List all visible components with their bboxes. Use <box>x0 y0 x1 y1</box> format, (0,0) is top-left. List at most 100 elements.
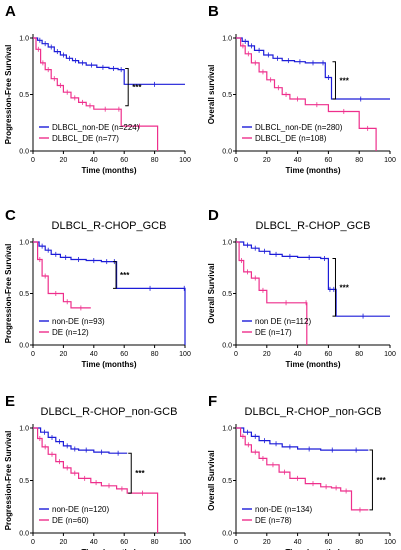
x-tick-label: 0 <box>234 351 238 358</box>
survival-curve-non-de <box>236 427 369 451</box>
legend-label: DE (n=60) <box>52 516 89 525</box>
y-axis-label: Progression-Free Survival <box>4 45 13 145</box>
x-tick-label: 80 <box>151 351 159 358</box>
x-axis-label: Time (months) <box>286 548 341 550</box>
panel-label: B <box>208 3 219 20</box>
y-axis-label: Overall survival <box>207 65 216 125</box>
y-axis-label: Overall Survival <box>207 263 216 323</box>
x-tick-label: 40 <box>90 157 98 164</box>
panel-f: F DLBCL_R-CHOP_non-GCB 0.0 0.5 1.0 0 20 40 60 80 1… <box>207 393 396 550</box>
panel-b: B 0.0 0.5 1.0 0 20 40 60 80 100 Time (months) Overa… <box>207 3 396 175</box>
panel-a: A 0.0 0.5 1.0 0 20 40 60 80 100 Time (months) Progr… <box>4 3 191 175</box>
x-tick-label: 20 <box>263 351 271 358</box>
significance-bracket <box>332 61 336 100</box>
significance-bracket <box>128 452 132 494</box>
panel-label: A <box>5 3 16 20</box>
chart-title: DLBCL_R-CHOP_non-GCB <box>245 406 382 418</box>
x-tick-label: 40 <box>294 157 302 164</box>
x-axis-label: Time (months) <box>286 166 341 175</box>
x-tick-label: 80 <box>151 157 159 164</box>
x-tick-label: 0 <box>31 539 35 546</box>
legend-label: DE (n=17) <box>255 328 292 337</box>
x-tick-label: 0 <box>31 157 35 164</box>
x-tick-label: 20 <box>263 539 271 546</box>
chart-title: DLBCL_R-CHOP_GCB <box>256 220 371 232</box>
x-tick-label: 100 <box>179 539 191 546</box>
survival-curve-non-de <box>236 241 390 317</box>
legend-label: non-DE (n=120) <box>52 505 109 514</box>
panel-label: D <box>208 207 219 224</box>
y-axis-label: Progression-Free Survival <box>4 431 13 531</box>
y-tick-label: 1.0 <box>222 36 232 43</box>
x-tick-label: 20 <box>60 539 68 546</box>
survival-curve-de <box>236 427 369 511</box>
significance-bracket <box>125 68 129 107</box>
panel-e: E DLBCL_R-CHOP_non-GCB 0.0 0.5 1.0 0 20 40 60 80 1… <box>4 393 191 550</box>
x-tick-label: 100 <box>384 539 396 546</box>
x-tick-label: 100 <box>384 351 396 358</box>
panel-label: F <box>208 393 217 410</box>
y-tick-label: 0.0 <box>222 531 232 538</box>
y-tick-label: 1.0 <box>19 240 29 247</box>
legend-label: DLBCL_DE (n=108) <box>255 134 327 143</box>
x-axis-label: Time (months) <box>82 548 137 550</box>
legend-label: non DE (n=112) <box>255 317 311 326</box>
y-tick-label: 0.0 <box>222 149 232 156</box>
x-tick-label: 40 <box>294 539 302 546</box>
x-tick-label: 0 <box>234 539 238 546</box>
y-tick-label: 0.5 <box>222 291 232 298</box>
y-tick-label: 1.0 <box>19 426 29 433</box>
legend-label: non-DE (n=134) <box>255 505 312 514</box>
significance-label: *** <box>376 476 386 485</box>
panel-label: E <box>5 393 15 410</box>
chart-title: DLBCL_R-CHOP_non-GCB <box>41 406 178 418</box>
legend-label: DLBCL_DE (n=77) <box>52 134 119 143</box>
legend-label: DE (n=12) <box>52 328 89 337</box>
y-tick-label: 0.0 <box>19 343 29 350</box>
legend-label: DLBCL_non-DE (n=224) <box>52 123 140 132</box>
y-tick-label: 0.5 <box>222 92 232 99</box>
significance-bracket <box>332 257 336 317</box>
legend-label: non-DE (n=93) <box>52 317 105 326</box>
y-tick-label: 0.5 <box>222 478 232 485</box>
x-tick-label: 20 <box>263 157 271 164</box>
x-tick-label: 100 <box>384 157 396 164</box>
significance-label: *** <box>339 283 349 292</box>
significance-bracket <box>369 449 373 511</box>
legend-label: DE (n=78) <box>255 516 292 525</box>
x-axis-label: Time (months) <box>82 166 137 175</box>
panel-c: C DLBCL_R-CHOP_GCB 0.0 0.5 1.0 0 20 40 60 80 100 Ti… <box>4 207 191 369</box>
y-tick-label: 0.5 <box>19 291 29 298</box>
x-tick-label: 80 <box>151 539 159 546</box>
x-tick-label: 100 <box>179 157 191 164</box>
x-tick-label: 60 <box>120 351 128 358</box>
significance-label: *** <box>339 76 349 85</box>
x-axis-label: Time (months) <box>286 360 341 369</box>
x-tick-label: 100 <box>179 351 191 358</box>
x-tick-label: 40 <box>90 539 98 546</box>
panel-d: D DLBCL_R-CHOP_GCB 0.0 0.5 1.0 0 20 40 60 80 100 Ti… <box>207 207 396 369</box>
y-axis-label: Overall Survival <box>207 450 216 510</box>
significance-label: *** <box>120 271 130 280</box>
panel-label: C <box>5 207 16 224</box>
significance-label: *** <box>135 469 145 478</box>
chart-title: DLBCL_R-CHOP_GCB <box>52 220 167 232</box>
x-tick-label: 40 <box>90 351 98 358</box>
x-tick-label: 40 <box>294 351 302 358</box>
x-tick-label: 0 <box>31 351 35 358</box>
y-tick-label: 1.0 <box>222 426 232 433</box>
x-tick-label: 20 <box>60 157 68 164</box>
survival-curve-non-de <box>33 37 185 85</box>
y-tick-label: 0.0 <box>222 343 232 350</box>
x-tick-label: 0 <box>234 157 238 164</box>
survival-curve-non-de <box>236 37 390 100</box>
x-tick-label: 80 <box>355 157 363 164</box>
y-tick-label: 1.0 <box>19 36 29 43</box>
x-tick-label: 60 <box>325 351 333 358</box>
x-tick-label: 60 <box>120 539 128 546</box>
significance-label: *** <box>132 83 142 92</box>
y-tick-label: 0.5 <box>19 92 29 99</box>
y-tick-label: 0.5 <box>19 478 29 485</box>
x-tick-label: 60 <box>325 157 333 164</box>
x-tick-label: 80 <box>355 351 363 358</box>
